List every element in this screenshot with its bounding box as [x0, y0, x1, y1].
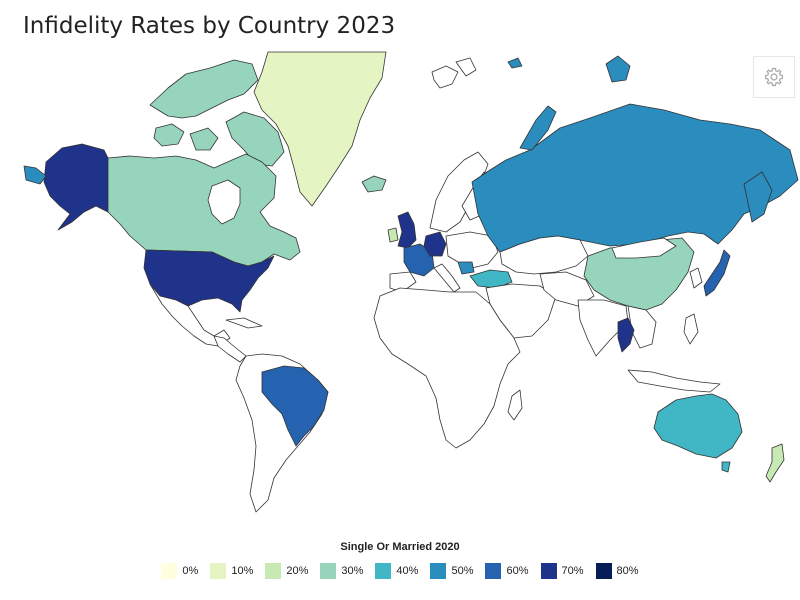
legend-item[interactable]: 80%	[595, 563, 639, 579]
world-map[interactable]	[0, 50, 800, 520]
country-thailand[interactable]	[617, 317, 635, 353]
country-canada-islands-2[interactable]	[225, 111, 285, 167]
legend-item[interactable]: 10%	[210, 563, 253, 579]
legend-item[interactable]: 0%	[161, 563, 198, 579]
legend-swatch	[161, 563, 178, 579]
country-japan[interactable]	[703, 249, 731, 297]
legend: 0% 10% 20% 30% 40% 50% 60% 70% 80%	[0, 563, 800, 579]
legend-item[interactable]: 30%	[320, 563, 363, 579]
country-hungary[interactable]	[457, 261, 475, 275]
country-new-zealand[interactable]	[765, 443, 785, 483]
country-tasmania[interactable]	[721, 461, 731, 473]
country-italy[interactable]	[433, 263, 461, 293]
country-spain[interactable]	[389, 271, 417, 293]
country-madagascar[interactable]	[507, 389, 523, 421]
country-usa-alaska[interactable]	[43, 143, 109, 231]
country-canada-islands-4[interactable]	[189, 127, 219, 151]
country-canada-islands[interactable]	[149, 59, 259, 119]
legend-label: 40%	[396, 565, 419, 577]
country-indonesia[interactable]	[627, 369, 721, 393]
country-russia-kamchatka[interactable]	[743, 171, 773, 223]
legend-label: 30%	[341, 565, 364, 577]
legend-item[interactable]: 20%	[265, 563, 308, 579]
legend-label: 60%	[506, 565, 529, 577]
country-russia[interactable]	[471, 103, 799, 253]
legend-label: 80%	[616, 565, 639, 577]
legend-swatch	[430, 563, 447, 579]
legend-swatch	[540, 563, 557, 579]
legend-swatch	[485, 563, 502, 579]
legend-swatch	[595, 563, 612, 579]
legend-item[interactable]: 70%	[540, 563, 584, 579]
chart-title: Infidelity Rates by Country 2023	[23, 13, 396, 39]
country-canada[interactable]	[107, 153, 301, 267]
country-africa[interactable]	[373, 287, 521, 449]
country-central-america[interactable]	[213, 335, 247, 363]
legend-swatch	[265, 563, 282, 579]
legend-label: 70%	[561, 565, 584, 577]
country-germany[interactable]	[423, 231, 447, 257]
legend-title: Single Or Married 2020	[340, 541, 460, 553]
country-france[interactable]	[403, 243, 435, 277]
legend-label: 20%	[286, 565, 309, 577]
legend-item[interactable]: 40%	[375, 563, 418, 579]
country-cuba[interactable]	[225, 317, 263, 329]
country-alaska-west-tip[interactable]	[23, 165, 47, 185]
legend-label: 0%	[182, 565, 199, 577]
country-philippines[interactable]	[683, 313, 699, 345]
country-mongolia[interactable]	[611, 237, 677, 259]
country-russia-novaya-zemlya[interactable]	[519, 105, 557, 151]
gear-icon	[764, 67, 784, 87]
country-svalbard-2[interactable]	[455, 57, 477, 77]
country-korea[interactable]	[689, 267, 703, 289]
country-mexico[interactable]	[149, 283, 231, 347]
legend-swatch	[375, 563, 392, 579]
hudson-bay	[207, 179, 241, 225]
country-ireland[interactable]	[387, 227, 399, 243]
country-brazil[interactable]	[261, 365, 329, 447]
legend-swatch	[210, 563, 227, 579]
settings-button[interactable]	[753, 56, 795, 98]
country-scandinavia[interactable]	[429, 151, 489, 233]
country-russia-franz[interactable]	[507, 57, 523, 69]
country-india[interactable]	[577, 299, 629, 357]
legend-item[interactable]: 60%	[485, 563, 529, 579]
country-turkey[interactable]	[469, 269, 513, 289]
legend-swatch	[320, 563, 337, 579]
country-central-asia[interactable]	[499, 235, 589, 275]
legend-label: 50%	[451, 565, 474, 577]
country-uk[interactable]	[397, 211, 417, 249]
country-greenland[interactable]	[253, 51, 387, 207]
legend-item[interactable]: 50%	[430, 563, 473, 579]
country-iceland[interactable]	[361, 175, 387, 193]
country-eastern-europe[interactable]	[445, 231, 499, 269]
country-svalbard[interactable]	[431, 65, 459, 89]
country-russia-severnaya[interactable]	[605, 55, 631, 83]
country-australia[interactable]	[653, 393, 743, 459]
country-canada-islands-3[interactable]	[153, 123, 185, 147]
legend-label: 10%	[231, 565, 254, 577]
